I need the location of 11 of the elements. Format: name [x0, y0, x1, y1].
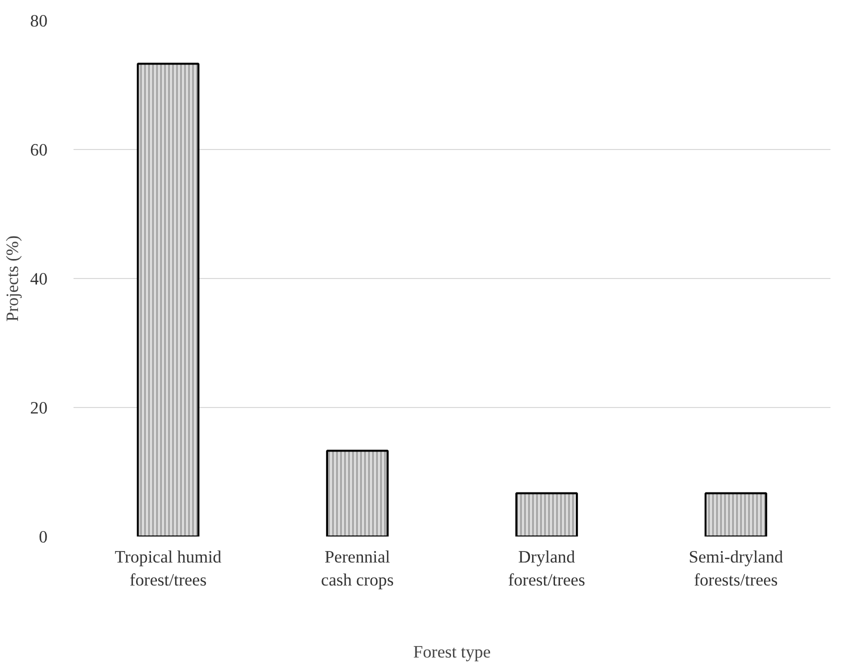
- x-tick-label: Tropical humid forest/trees: [114, 548, 222, 590]
- x-tick-label: Semi-dryland forests/trees: [688, 548, 784, 590]
- x-tick-label: Dryland forest/trees: [508, 548, 586, 590]
- y-tick-label: 80: [30, 12, 48, 30]
- x-tick-label: Perennial cash crops: [321, 548, 394, 590]
- y-tick-label: 40: [30, 270, 48, 288]
- x-axis-title: Forest type: [413, 642, 492, 662]
- y-tick-label: 20: [30, 398, 48, 418]
- y-axis-title: Projects (%): [3, 235, 22, 322]
- y-tick-label: 0: [38, 528, 48, 546]
- y-tick-label: 60: [30, 140, 48, 160]
